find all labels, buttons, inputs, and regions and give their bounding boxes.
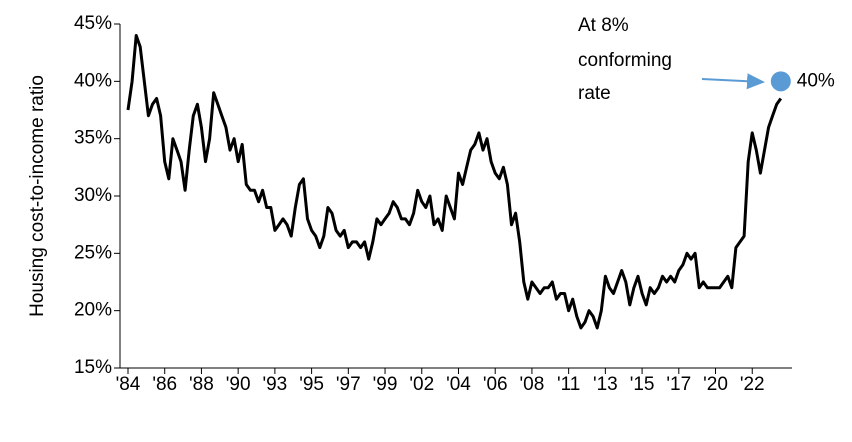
x-tick-label: '20 [703, 374, 728, 395]
x-tick-label: '06 [483, 374, 508, 395]
x-tick-label: '11 [557, 374, 580, 395]
x-tick-label: '04 [446, 374, 471, 395]
annotation: conforming [578, 50, 672, 71]
y-tick-label: 40% [74, 70, 112, 91]
x-tick-label: '22 [740, 374, 765, 395]
x-tick-label: '88 [189, 374, 214, 395]
y-axis-label: Housing cost-to-income ratio [27, 75, 48, 317]
x-tick-label: '97 [336, 374, 361, 395]
highlight-label: 40% [797, 70, 835, 91]
x-tick-label: '08 [520, 374, 545, 395]
x-tick-label: '93 [262, 374, 287, 395]
x-tick-label: '99 [373, 374, 398, 395]
annotation: rate [578, 83, 611, 104]
x-tick-label: '95 [299, 374, 324, 395]
y-tick-label: 35% [74, 128, 112, 149]
line [126, 34, 783, 330]
y-tick-label: 30% [74, 185, 112, 206]
x-tick-label: '17 [666, 374, 691, 395]
x-tick-label: '13 [593, 374, 618, 395]
y-tick-label: 20% [74, 300, 112, 321]
x-tick-label: '84 [116, 374, 141, 395]
y-tick-label: 25% [74, 242, 112, 263]
highlight-point [770, 71, 791, 92]
x-tick-label: '15 [630, 374, 655, 395]
x-tick-label: '02 [409, 374, 434, 395]
y-tick-label: 45% [74, 13, 112, 34]
x-tick-label: '90 [226, 374, 251, 395]
annotation-arrow [701, 73, 765, 90]
annotation: At 8% [578, 15, 629, 36]
x-tick-label: '86 [152, 374, 177, 395]
y-tick-label: 15% [74, 357, 112, 378]
